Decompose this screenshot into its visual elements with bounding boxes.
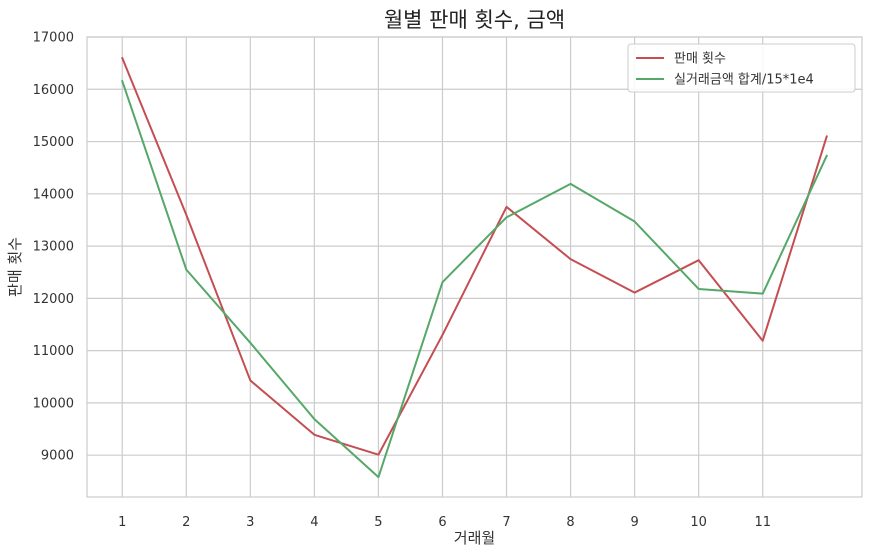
x-tick-label: 11: [754, 515, 771, 530]
y-axis-label: 판매 횟수: [6, 237, 24, 297]
y-tick-label: 17000: [33, 31, 74, 46]
y-tick-label: 12000: [33, 292, 74, 307]
x-tick-label: 1: [118, 515, 126, 530]
y-tick-label: 9000: [41, 449, 74, 464]
y-tick-label: 11000: [33, 344, 74, 359]
y-tick-labels: 9000 10000 11000 12000 13000 14000 15000 16000 1…: [33, 31, 74, 464]
x-tick-label: 3: [246, 515, 254, 530]
y-tick-label: 14000: [33, 187, 74, 202]
plot-frame: [86, 36, 863, 498]
x-tick-label: 5: [374, 515, 382, 530]
y-tick-label: 10000: [33, 396, 74, 411]
y-tick-label: 16000: [33, 83, 74, 98]
series-line-2: [121, 79, 828, 479]
legend-label-1: 판매 횟수: [674, 52, 726, 67]
y-tick-label: 15000: [33, 135, 74, 150]
x-tick-label: 4: [310, 515, 318, 530]
x-tick-label: 10: [690, 515, 707, 530]
x-tick-label: 6: [438, 515, 446, 530]
chart-title: 월별 판매 횟수, 금액: [384, 8, 565, 32]
x-tick-label: 7: [502, 515, 510, 530]
series-line-1: [121, 56, 828, 456]
x-tick-label: 9: [630, 515, 638, 530]
legend-label-2: 실거래금액 합계/15*1e4: [674, 73, 814, 88]
x-tick-label: 8: [566, 515, 574, 530]
x-tick-label: 2: [182, 515, 190, 530]
x-tick-labels: 1 2 3 4 5 6 7 8 9 10 11: [118, 515, 771, 530]
y-tick-label: 13000: [33, 240, 74, 255]
legend-box: [627, 43, 856, 93]
x-axis-label: 거래월: [454, 529, 495, 547]
series-layer: [121, 56, 828, 479]
